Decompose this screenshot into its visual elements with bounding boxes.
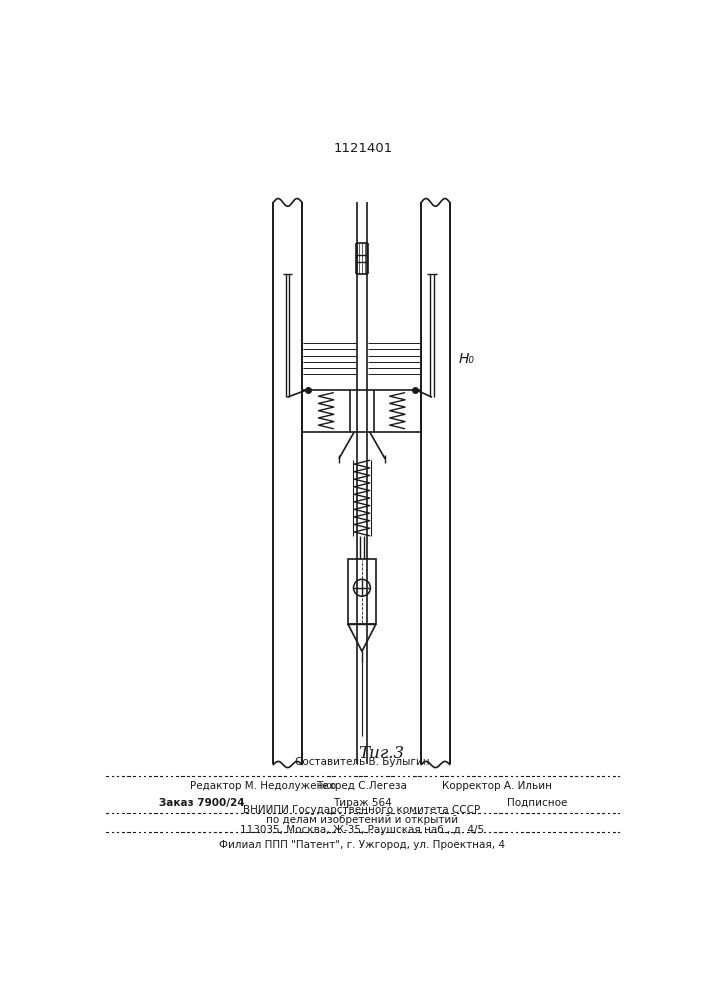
Text: Филиал ППП "Патент", г. Ужгород, ул. Проектная, 4: Филиал ППП "Патент", г. Ужгород, ул. Про… <box>219 840 505 850</box>
Text: Техред С.Легеза: Техред С.Легеза <box>317 781 407 791</box>
Text: 1121401: 1121401 <box>333 142 392 155</box>
Text: H₀: H₀ <box>458 352 474 366</box>
Bar <box>348 559 376 624</box>
Text: Заказ 7900/24: Заказ 7900/24 <box>160 798 245 808</box>
Text: Редактор М. Недолуженко: Редактор М. Недолуженко <box>190 781 337 791</box>
Text: Составитель В. Булыгин: Составитель В. Булыгин <box>295 757 429 767</box>
Text: ВНИИПИ Государственного комитета СССР: ВНИИПИ Государственного комитета СССР <box>243 805 481 815</box>
Text: Тираж 564: Тираж 564 <box>332 798 392 808</box>
Bar <box>351 389 373 432</box>
Text: по делам изобретений и открытий: по делам изобретений и открытий <box>266 815 458 825</box>
Text: 113035, Москва, Ж-35, Раушская наб., д. 4/5: 113035, Москва, Ж-35, Раушская наб., д. … <box>240 825 484 835</box>
Text: Корректор А. Ильин: Корректор А. Ильин <box>442 781 552 791</box>
Text: Подписное: Подписное <box>507 798 568 808</box>
Text: Τиг.3: Τиг.3 <box>358 745 404 762</box>
